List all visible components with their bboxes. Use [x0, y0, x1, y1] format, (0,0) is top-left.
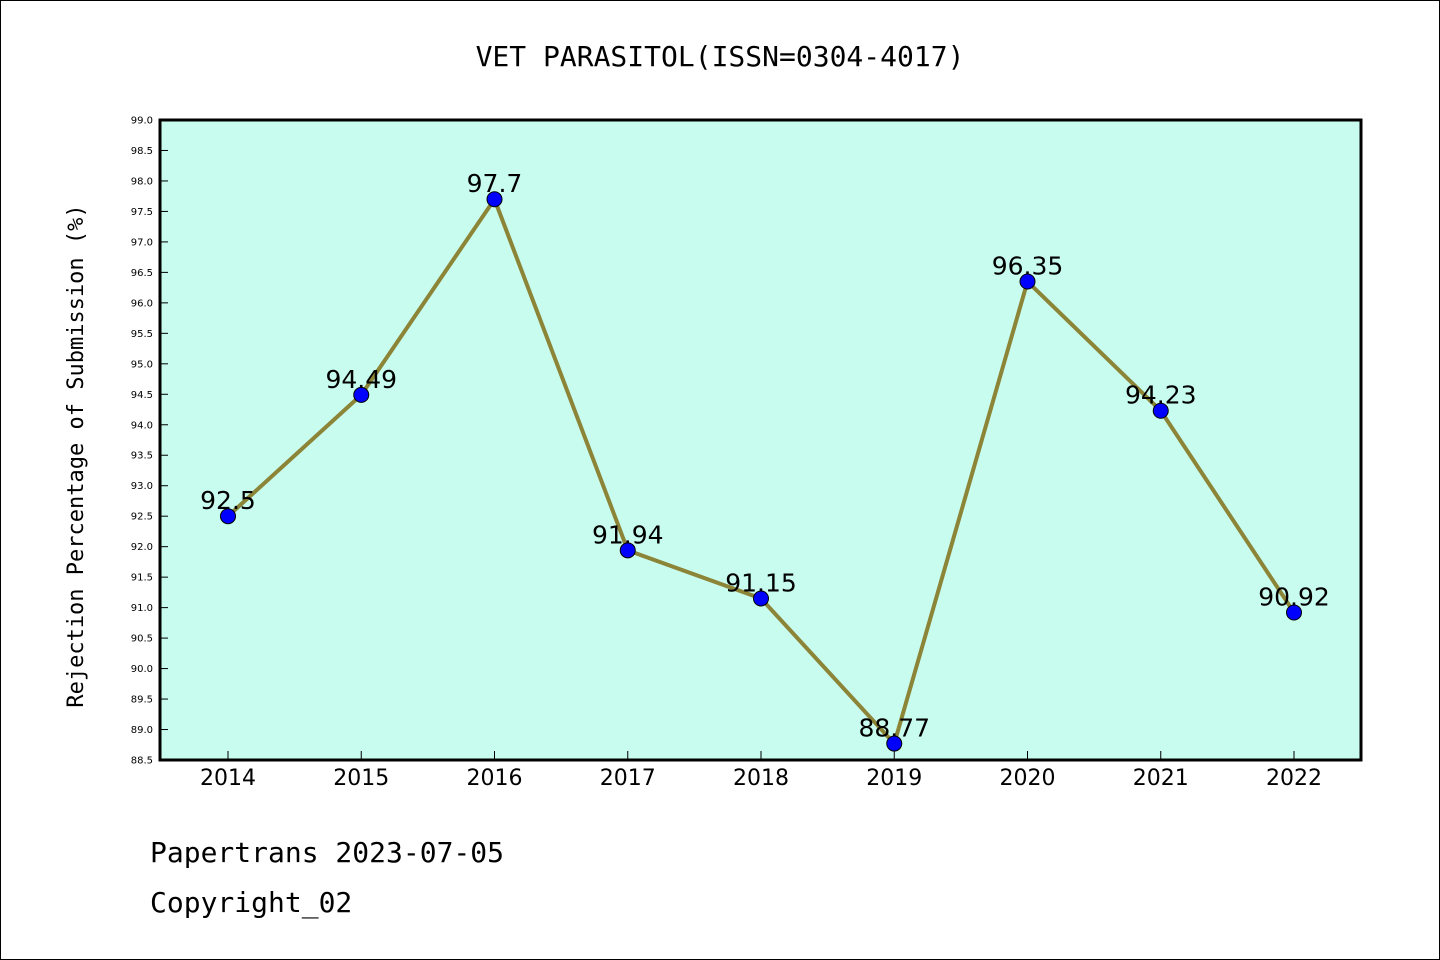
data-labels: 92.5 94.49 97.7 91.94 91.15 88.77 96.35 94.23 90… — [200, 169, 1330, 742]
data-point-marker — [753, 590, 769, 607]
y-tick-label: 90.0 — [131, 664, 153, 675]
y-tick-label: 98.0 — [131, 176, 153, 187]
plot-border — [158, 118, 1363, 762]
y-tick-label: 97.5 — [131, 207, 153, 218]
y-tick-label: 98.5 — [131, 146, 153, 157]
chart-title: VET PARASITOL(ISSN=0304-4017) — [476, 40, 965, 73]
y-axis-ticks: 88.5 89.0 89.5 90.0 90.5 91.0 91.5 92.0 92.5 93.0… — [131, 116, 168, 767]
plot-area — [160, 120, 1361, 760]
y-tick-label: 93.0 — [131, 481, 153, 492]
y-tick-label: 88.5 — [131, 756, 153, 767]
x-tick-label: 2022 — [1266, 766, 1322, 791]
data-label: 94.49 — [325, 365, 397, 394]
y-tick-label: 95.5 — [131, 329, 153, 340]
y-tick-label: 89.5 — [131, 695, 153, 706]
y-tick-label: 91.0 — [131, 603, 153, 614]
y-tick-label: 95.0 — [131, 359, 153, 370]
data-point-marker — [1286, 604, 1302, 621]
data-label: 97.7 — [467, 169, 523, 198]
data-point-marker — [1019, 273, 1036, 290]
x-tick-label: 2015 — [333, 766, 389, 791]
data-point-marker — [220, 508, 236, 525]
y-tick-label: 94.0 — [131, 420, 153, 431]
x-axis-ticks: 2014 2015 2016 2017 2018 2019 2020 2021 2022 — [200, 751, 1322, 791]
x-tick-label: 2014 — [200, 766, 256, 791]
data-label: 88.77 — [858, 714, 930, 743]
y-tick-label: 92.5 — [131, 512, 153, 523]
data-point-marker — [353, 386, 370, 403]
data-label: 94.23 — [1125, 381, 1197, 410]
data-point-marker — [619, 542, 636, 559]
data-label: 91.94 — [592, 520, 664, 549]
y-tick-label: 93.5 — [131, 451, 153, 462]
y-tick-label: 96.5 — [131, 268, 153, 279]
data-label: 90.92 — [1258, 582, 1330, 611]
data-label: 92.5 — [200, 486, 256, 515]
x-tick-label: 2017 — [600, 766, 656, 791]
x-tick-label: 2018 — [733, 766, 789, 791]
data-points — [220, 191, 1302, 752]
data-point-marker — [886, 735, 903, 752]
x-tick-label: 2021 — [1133, 766, 1189, 791]
y-tick-label: 89.0 — [131, 725, 153, 736]
footer-copyright: Copyright_02 — [150, 886, 353, 919]
y-tick-label: 91.5 — [131, 573, 153, 584]
y-axis-label: Rejection Percentage of Submission (%) — [64, 204, 89, 707]
x-tick-label: 2020 — [1000, 766, 1056, 791]
data-label: 91.15 — [725, 568, 797, 597]
y-tick-label: 96.0 — [131, 298, 153, 309]
x-tick-label: 2016 — [467, 766, 523, 791]
y-tick-label: 92.0 — [131, 542, 153, 553]
data-label: 96.35 — [992, 252, 1064, 281]
x-tick-label: 2019 — [866, 766, 922, 791]
y-tick-label: 94.5 — [131, 390, 153, 401]
footer-source: Papertrans 2023-07-05 — [150, 836, 505, 869]
y-tick-label: 97.0 — [131, 237, 153, 248]
data-point-marker — [1152, 402, 1169, 419]
y-tick-label: 90.5 — [131, 634, 153, 645]
y-tick-label: 99.0 — [131, 116, 153, 127]
data-point-marker — [486, 191, 503, 208]
